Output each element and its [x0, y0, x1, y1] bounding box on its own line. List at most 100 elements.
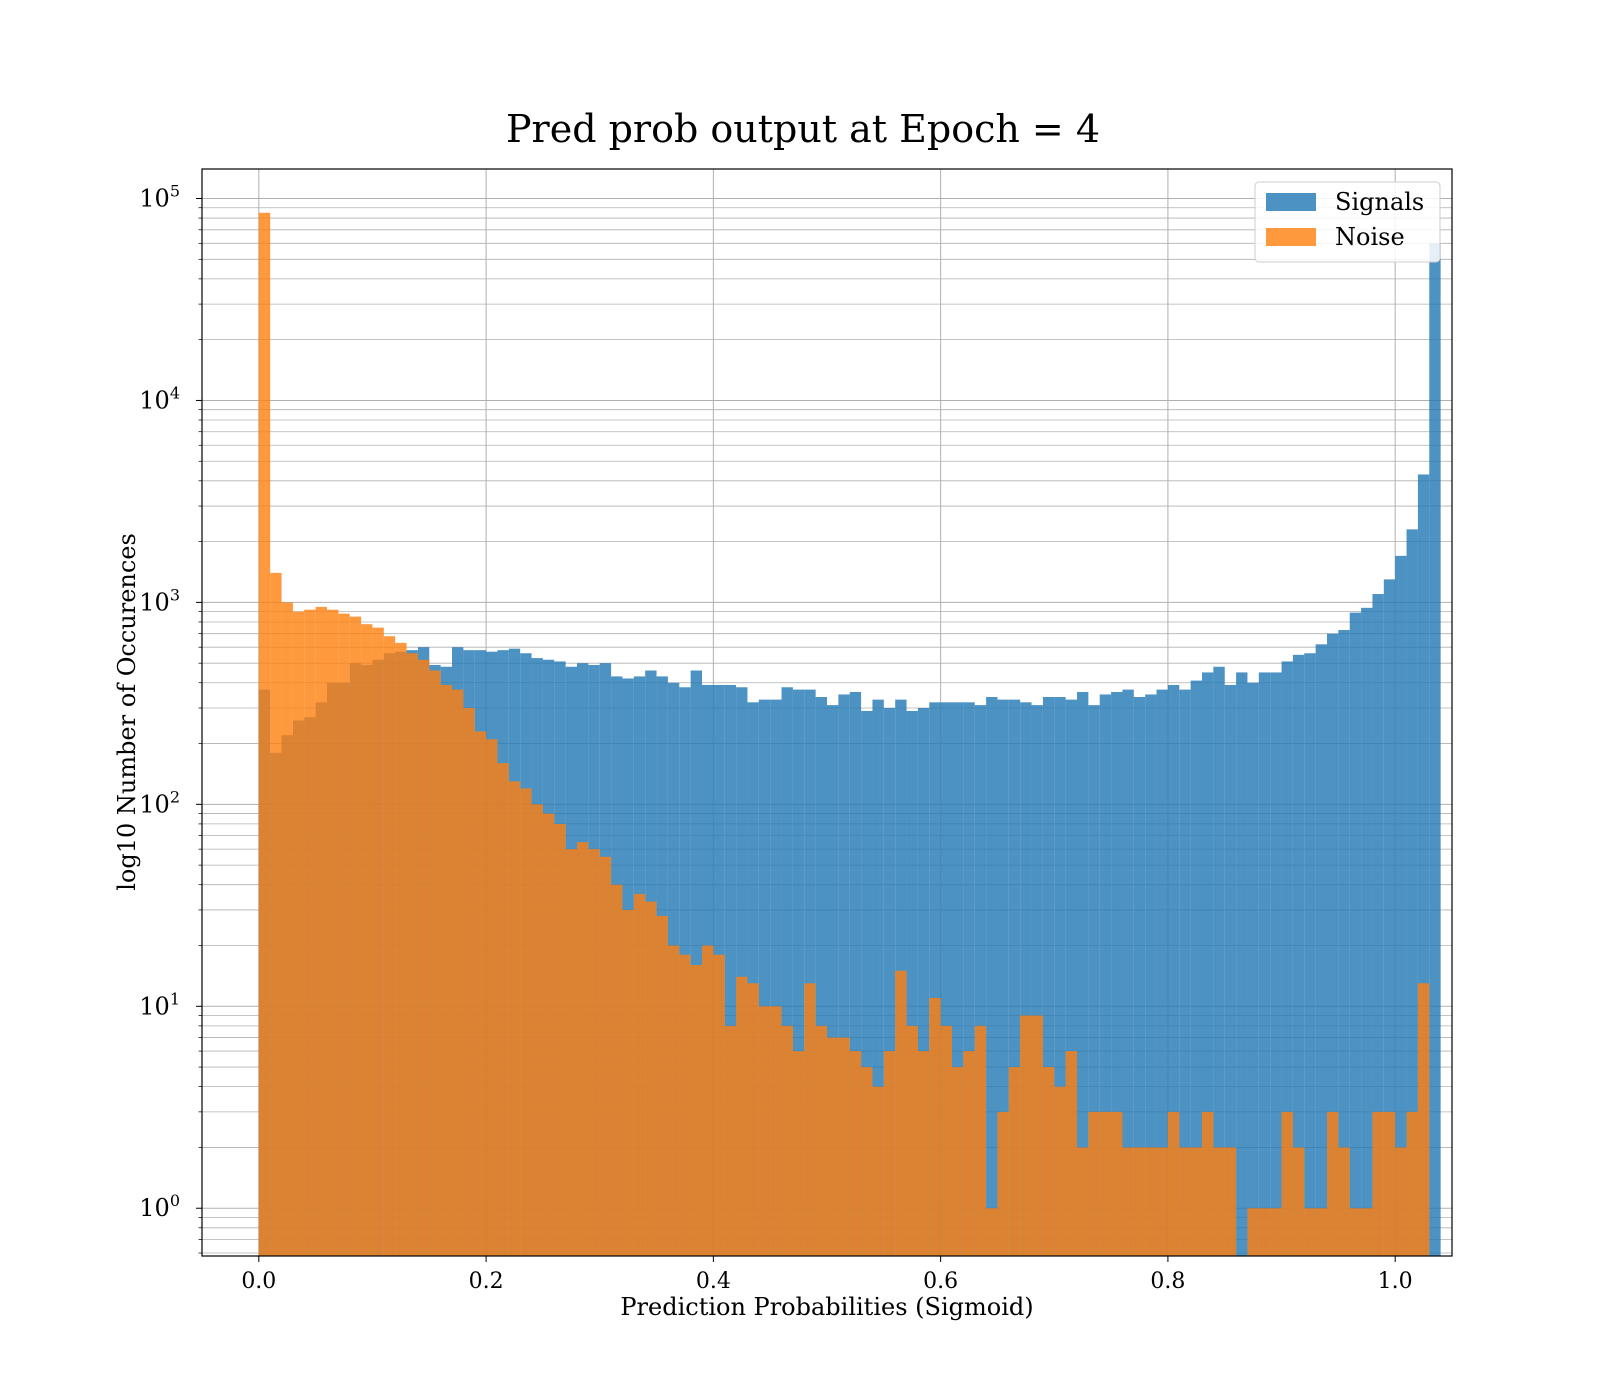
bar-noise [429, 670, 441, 1256]
bar-noise [849, 1051, 862, 1256]
bar-signals [1338, 629, 1350, 1256]
bar-noise [417, 659, 430, 1256]
bar-noise [770, 1006, 782, 1256]
bar-noise [1202, 1111, 1214, 1256]
legend-swatch-noise [1266, 228, 1316, 246]
bar-noise [804, 983, 816, 1256]
bar-noise [452, 689, 464, 1256]
bar-signals [1429, 243, 1441, 1256]
bar-signals [1281, 661, 1293, 1256]
bar-noise [906, 1025, 918, 1256]
bar-noise [349, 616, 362, 1256]
bar-noise [281, 602, 293, 1256]
bar-signals [940, 702, 952, 1256]
bar-noise [702, 945, 714, 1256]
bar-noise [1111, 1111, 1123, 1256]
bar-signals [1167, 684, 1180, 1256]
bar-noise [554, 823, 566, 1256]
bar-noise [679, 954, 691, 1256]
y-tick-label: 104 [139, 383, 180, 414]
bar-signals [1292, 654, 1305, 1256]
bar-noise [1008, 1067, 1021, 1256]
bar-noise [1167, 1111, 1180, 1256]
bar-noise [758, 1006, 771, 1256]
bar-noise [1338, 1147, 1350, 1256]
bar-signals [1133, 697, 1146, 1256]
bar-noise [952, 1067, 964, 1256]
bar-noise [1406, 1111, 1418, 1256]
bar-noise [1247, 1208, 1259, 1256]
y-tick-label: 102 [139, 787, 180, 818]
bar-noise [383, 636, 396, 1256]
bar-noise [497, 763, 509, 1256]
bar-signals [861, 710, 873, 1256]
legend-label-noise: Noise [1335, 223, 1405, 251]
x-tick-label: 0.4 [696, 1269, 731, 1294]
bar-noise [440, 684, 452, 1256]
x-tick-label: 0.2 [469, 1269, 504, 1294]
bar-noise [861, 1067, 873, 1256]
bar-noise [361, 624, 373, 1256]
x-tick-label: 0.8 [1150, 1269, 1185, 1294]
bar-signals [1156, 689, 1168, 1256]
bar-signals [1247, 682, 1259, 1256]
bar-noise [508, 781, 521, 1256]
bar-signals [974, 705, 987, 1256]
bar-signals [872, 699, 884, 1256]
bar-noise [1179, 1147, 1191, 1256]
x-axis-label: Prediction Probabilities (Sigmoid) [620, 1293, 1033, 1321]
bar-signals [1202, 672, 1214, 1256]
bar-noise [986, 1208, 998, 1256]
axis-ticks: 0.0 0.2 0.4 0.6 0.8 1.0 100 101 102 103 104 105 [139, 182, 1412, 1294]
bar-noise [1383, 1111, 1396, 1256]
bar-noise [406, 653, 418, 1256]
bar-noise [1395, 1147, 1407, 1256]
bar-noise [997, 1111, 1009, 1256]
bar-noise [667, 945, 680, 1256]
bar-signals [815, 697, 827, 1256]
bar-noise [395, 642, 407, 1256]
bar-noise [315, 606, 327, 1256]
bar-signals [792, 689, 805, 1256]
bar-signals [1088, 705, 1100, 1256]
bar-noise [1020, 1015, 1032, 1256]
legend-swatch-signals [1266, 193, 1316, 211]
bar-signals [1258, 672, 1271, 1256]
bar-noise [1372, 1111, 1384, 1256]
bar-noise [656, 915, 668, 1256]
bar-noise [1258, 1208, 1271, 1256]
bar-noise [1088, 1111, 1100, 1256]
bar-noise [917, 1051, 930, 1256]
bar-signals [736, 687, 748, 1256]
bar-noise [486, 739, 498, 1256]
bar-noise [599, 856, 612, 1256]
bar-noise [1077, 1147, 1089, 1256]
bar-noise [1361, 1208, 1373, 1256]
bar-noise [1224, 1147, 1237, 1256]
y-tick-label: 100 [139, 1191, 180, 1222]
bar-signals [883, 707, 896, 1256]
bar-noise [1315, 1208, 1327, 1256]
bar-signals [1406, 529, 1418, 1256]
bar-signals [747, 702, 759, 1256]
bar-noise [338, 613, 350, 1256]
bar-noise [1156, 1147, 1168, 1256]
bar-signals [1361, 607, 1373, 1256]
bar-signals [1031, 705, 1043, 1256]
bar-noise [327, 609, 339, 1256]
bar-signals [1383, 579, 1396, 1256]
bar-signals [1122, 689, 1134, 1256]
bar-noise [1145, 1147, 1157, 1256]
bar-noise [1054, 1086, 1066, 1256]
bar-signals [1099, 694, 1112, 1256]
bar-noise [974, 1025, 987, 1256]
bar-signals [781, 687, 793, 1256]
x-tick-label: 1.0 [1378, 1269, 1413, 1294]
bar-signals [1315, 644, 1327, 1256]
bar-signals [917, 707, 930, 1256]
bar-noise [1042, 1067, 1055, 1256]
bar-signals [849, 691, 862, 1256]
bar-noise [304, 609, 316, 1256]
bar-signals [1145, 694, 1157, 1256]
bar-signals [1395, 555, 1407, 1256]
